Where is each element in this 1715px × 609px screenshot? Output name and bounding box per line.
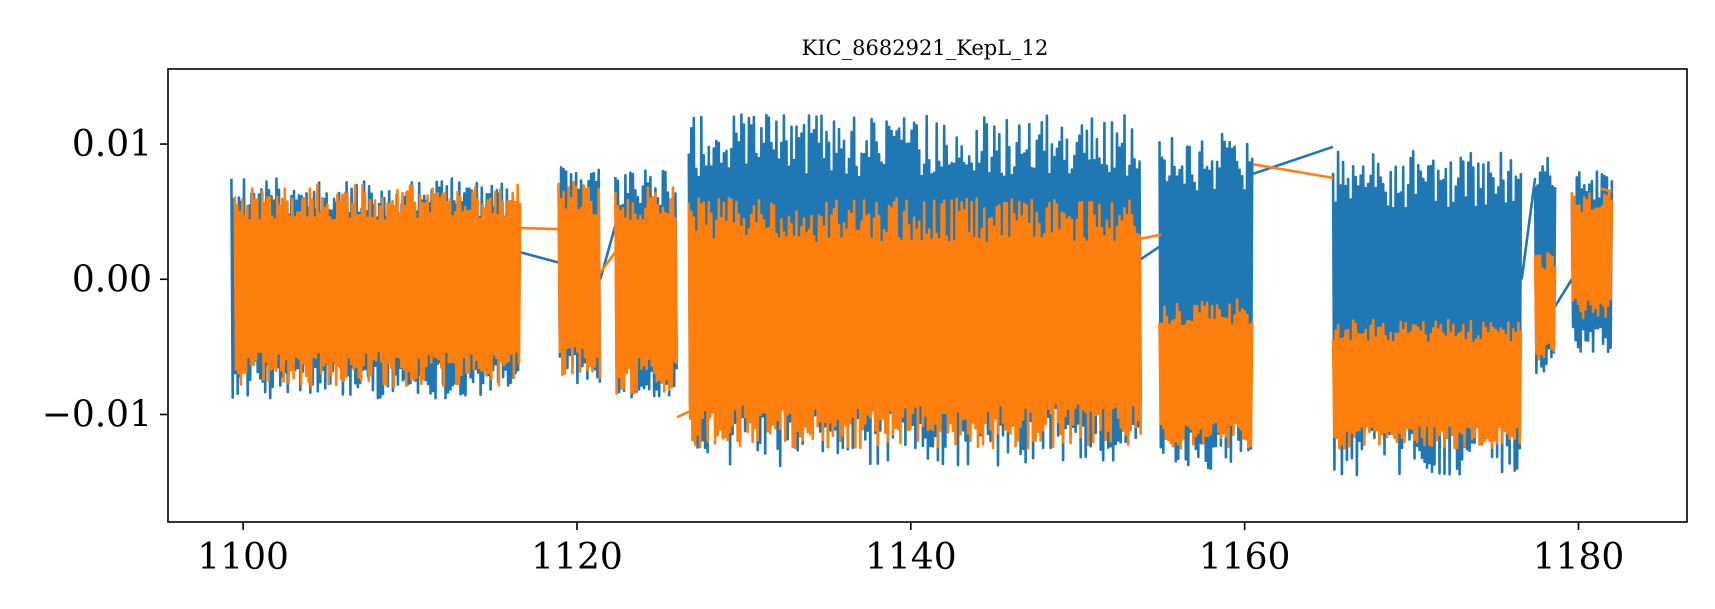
x-tick-label: 1120 — [531, 537, 623, 578]
y-tick-label: 0.01 — [72, 124, 152, 165]
x-tick-label: 1100 — [197, 537, 289, 578]
x-tick-label: 1180 — [1533, 537, 1625, 578]
x-axis: 1100 1120 1140 1160 1180 — [197, 522, 1624, 578]
chart-title: KIC_8682921_KepL_12 — [802, 36, 1049, 60]
x-tick-label: 1160 — [1199, 537, 1291, 578]
series-line-2 — [233, 163, 1614, 450]
x-tick-label: 1140 — [865, 537, 957, 578]
y-tick-label: −0.01 — [42, 394, 152, 435]
y-tick-label: 0.00 — [72, 259, 152, 300]
y-axis: 0.01 0.00 −0.01 — [42, 124, 168, 435]
series-layer — [230, 113, 1614, 477]
plot-frame — [167, 68, 1688, 523]
